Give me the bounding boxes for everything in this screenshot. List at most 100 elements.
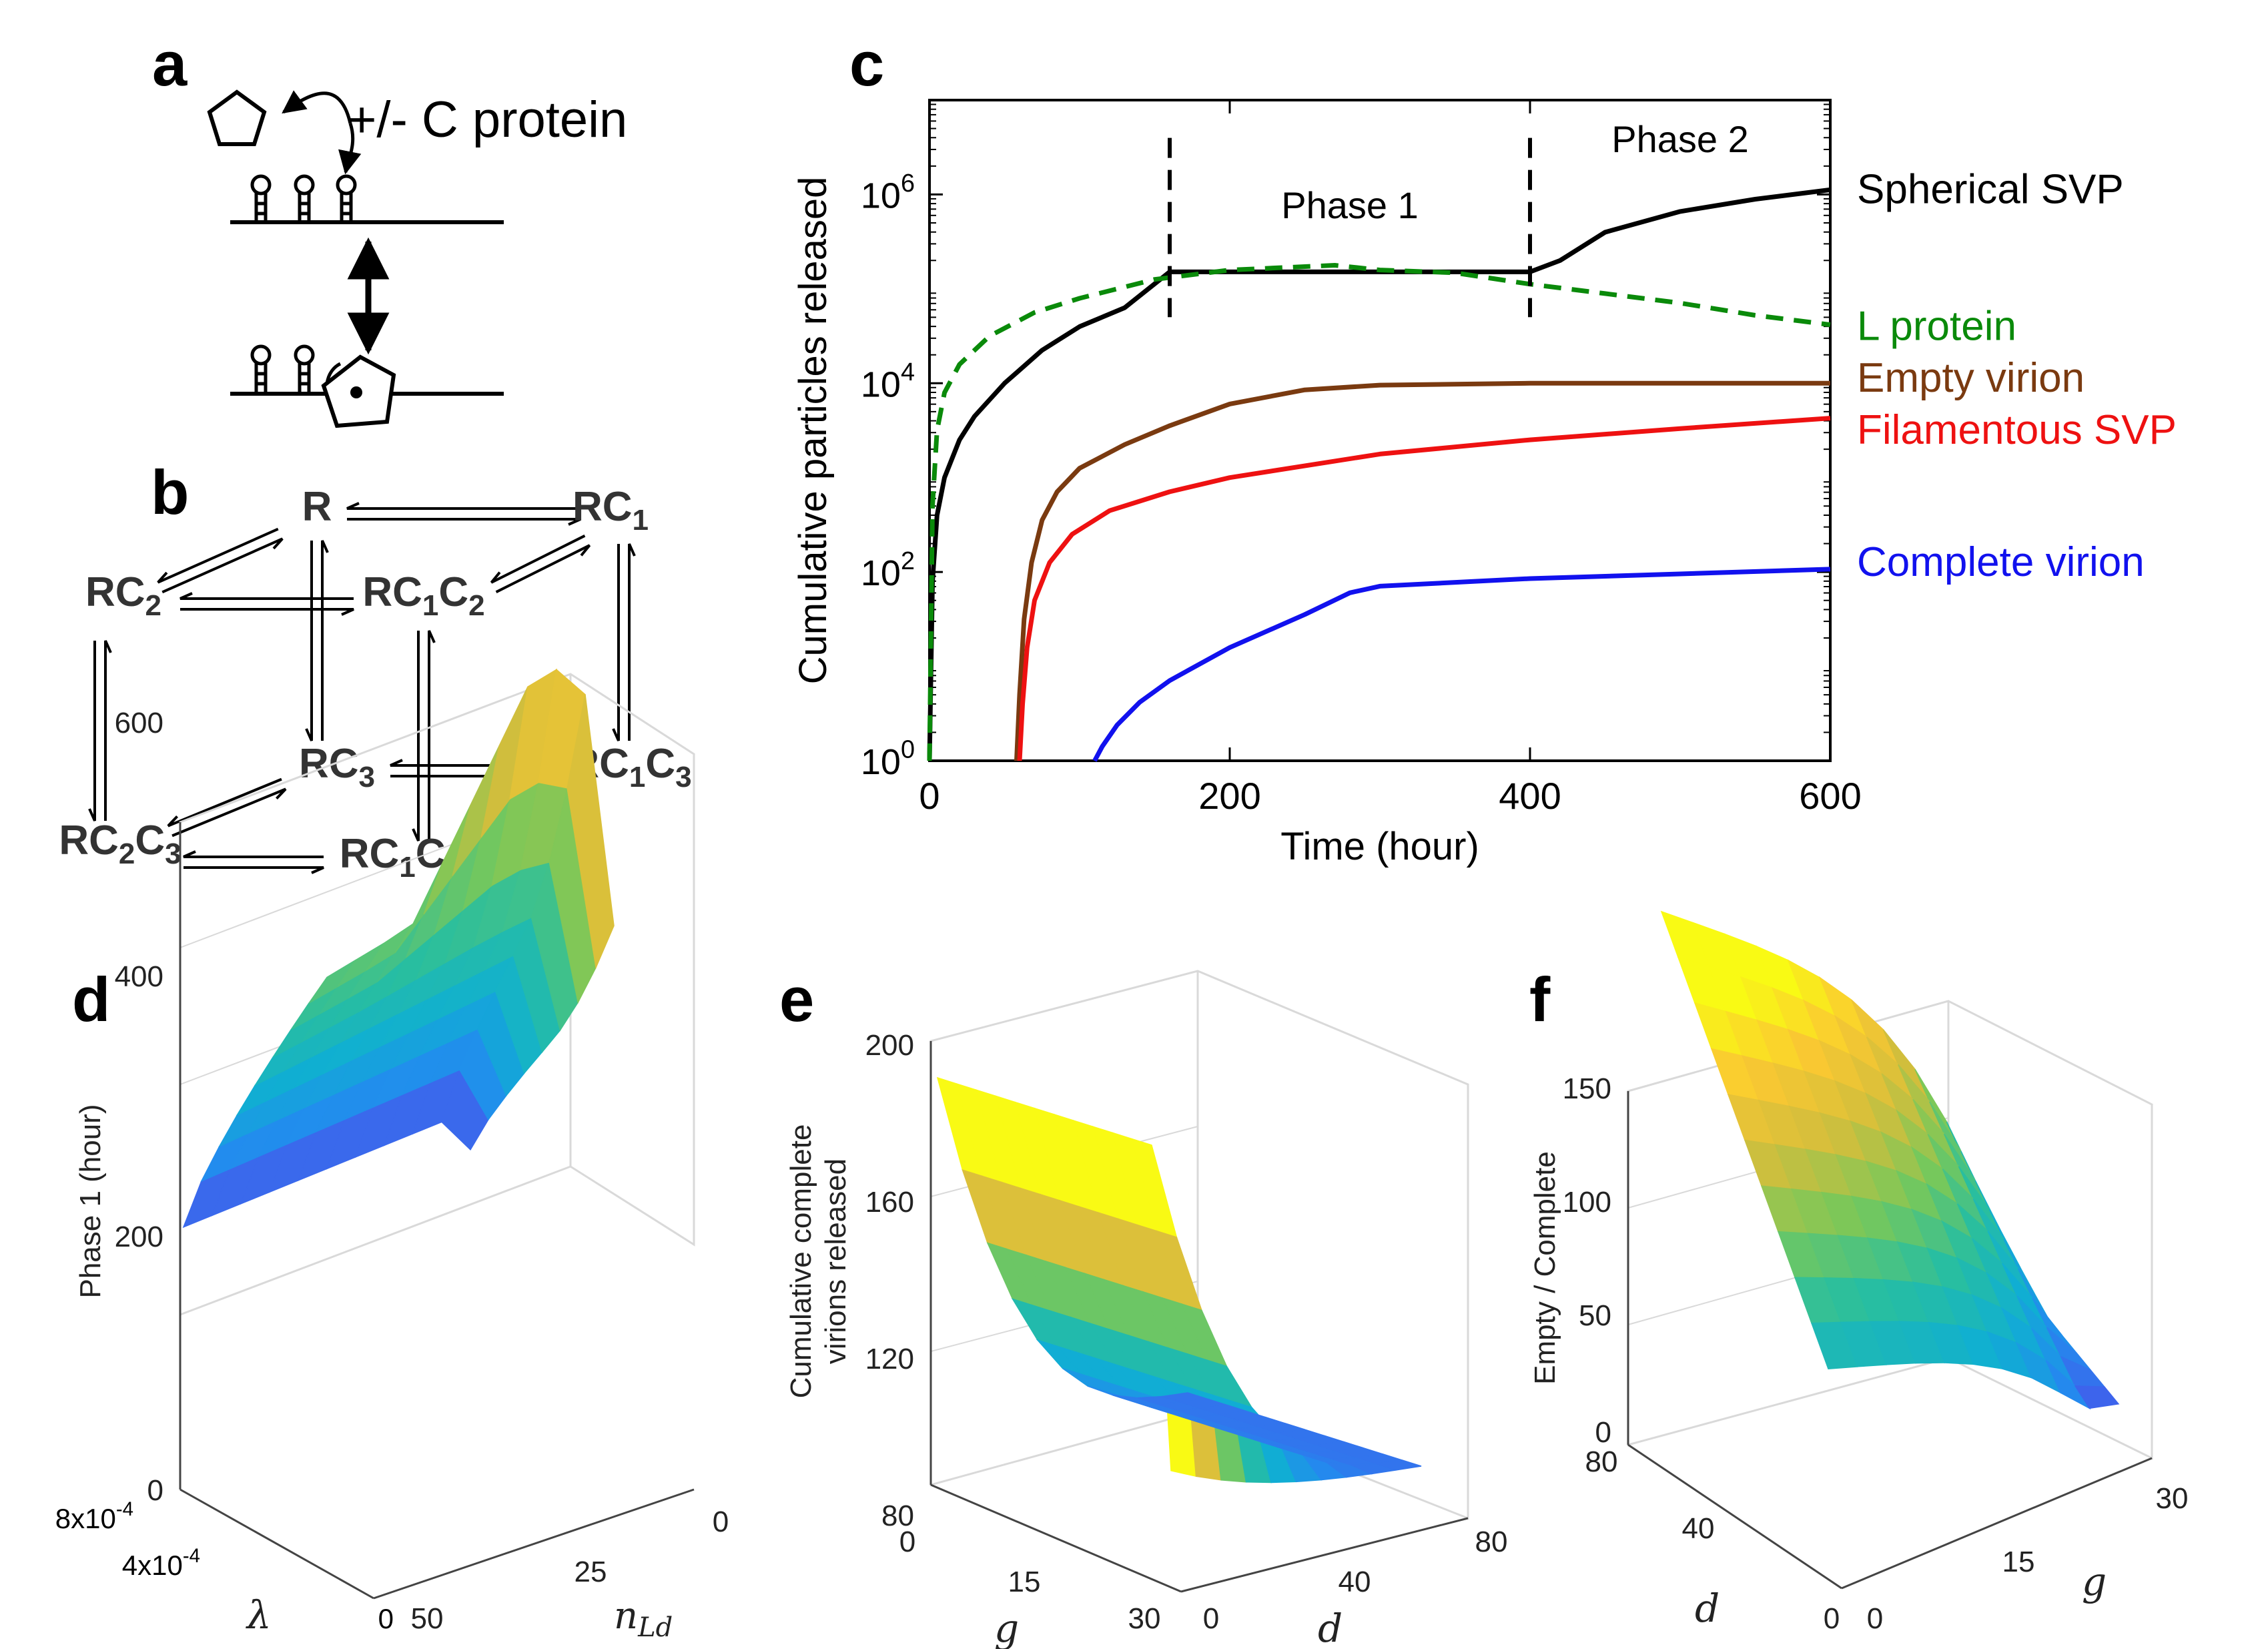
y-axis (1180, 1517, 1469, 1593)
node-sub: 2 (145, 589, 161, 622)
y-tick-label-base: 10 (861, 176, 901, 216)
series-label: Complete virion (1857, 539, 2145, 585)
forward-arrow-icon (161, 537, 284, 594)
z-axis-label: Phase 1 (hour) (74, 1104, 107, 1298)
phase-label: Phase 1 (1281, 184, 1419, 226)
series-line (927, 187, 1831, 761)
node-sub: 3 (165, 838, 181, 870)
series-line (1014, 380, 1830, 761)
y-tick-label: 15 (2002, 1546, 2035, 1578)
x-axis (930, 1483, 1182, 1593)
node-sub: 2 (468, 589, 484, 622)
series-line (1092, 567, 1831, 762)
x-axis (1627, 1443, 1842, 1590)
forward-arrow-icon (305, 541, 313, 741)
y-tick-label: 30 (2156, 1482, 2189, 1515)
forward-arrow-icon (347, 518, 581, 526)
surface-chart-f: 0 50 100 150 Empty / Complete 80 40 0 d 0 15 30 g (1529, 910, 2189, 1635)
hairpin-icon (250, 174, 357, 222)
x-tick-label: 400 (1499, 775, 1561, 817)
forward-arrow-icon (495, 544, 591, 593)
node-sub: 3 (675, 761, 691, 793)
y-tick-label: 80 (1475, 1526, 1508, 1558)
y-tick-label: 0 (1867, 1602, 1883, 1635)
series-label: Spherical SVP (1857, 166, 2124, 212)
z-tick-label: 0 (147, 1474, 163, 1507)
forward-arrow-icon (183, 866, 324, 874)
node-sub: 1 (633, 504, 649, 537)
panel-a: a +/- C protein (152, 29, 627, 428)
x-axis-label: d (1695, 1586, 1720, 1631)
z-label-line: Cumulative complete (785, 1124, 817, 1399)
series-line (1017, 416, 1831, 761)
y-tick-label-exp: 4 (901, 358, 915, 386)
reaction-node: RC1 (573, 484, 649, 537)
forward-arrow-icon (88, 641, 96, 821)
y-tick-label-base: 10 (861, 364, 901, 404)
reverse-arrow-icon (628, 543, 636, 741)
x-tick-label: 600 (1799, 775, 1861, 817)
node-c: C (645, 741, 675, 787)
y-tick-label: 40 (1339, 1566, 1371, 1598)
x-axis-label: g (994, 1606, 1019, 1649)
x-tick-label-base: 0 (378, 1603, 394, 1634)
panel-e-letter: e (779, 964, 814, 1034)
y-tick-label: 25 (575, 1556, 607, 1588)
x-tick-label-exp: -4 (183, 1545, 200, 1567)
node-base: RC (299, 741, 359, 787)
node-base: R (302, 484, 332, 530)
forward-arrow-icon (180, 608, 354, 616)
x-tick-label: 4x10-4 (122, 1545, 200, 1581)
panel-f-letter: f (1529, 964, 1551, 1034)
y-axis (1841, 1457, 2153, 1590)
panel-c-letter: c (849, 29, 884, 99)
y-tick-label: 0 (1203, 1602, 1219, 1635)
node-sub: 2 (119, 838, 135, 870)
z-axis-label: Empty / Complete (1529, 1151, 1561, 1385)
binding-arrow-icon (282, 90, 352, 124)
x-tick-label: 0 (919, 775, 939, 817)
reaction-node: RC2C3 (59, 817, 181, 870)
z-tick-label: 80 (881, 1500, 914, 1532)
z-tick-label: 400 (115, 960, 163, 993)
z-axis-label: Cumulative completevirions released (785, 1124, 852, 1399)
z-label-line: virions released (819, 1159, 852, 1364)
hairpin-bound-icon (250, 344, 342, 394)
y-tick-label-base: 10 (861, 742, 901, 782)
node-base: RC (362, 569, 422, 615)
surface-patch (566, 694, 615, 970)
series-label: L protein (1857, 303, 2016, 349)
binding-arrow-down-icon (338, 123, 362, 175)
plot-frame (928, 99, 1832, 762)
reaction-node: RC3 (299, 741, 375, 793)
z-tick-label: 100 (1563, 1186, 1611, 1219)
y-label-sub: Ld (637, 1612, 673, 1643)
reverse-arrow-icon (490, 535, 586, 584)
x-axis-label: Time (hour) (1280, 825, 1479, 868)
x-tick-label: 0 (378, 1603, 394, 1634)
node-sub: 1 (422, 589, 438, 622)
series-line (927, 263, 1831, 761)
y-tick-label-exp: 0 (901, 736, 915, 764)
reverse-arrow-icon (346, 502, 581, 510)
node-base: RC (340, 831, 400, 877)
reverse-arrow-icon (167, 777, 282, 828)
y-axis-label: g (2082, 1559, 2107, 1604)
reaction-node: RC2 (85, 569, 161, 622)
z-tick-label: 200 (115, 1221, 163, 1253)
y-tick-label-base: 10 (861, 553, 901, 593)
node-sub: 1 (629, 761, 645, 793)
y-tick-label: 106 (861, 170, 915, 216)
forward-arrow-icon (612, 544, 620, 741)
z-tick-label: 160 (865, 1186, 914, 1219)
x-tick-label: 8x10-4 (55, 1498, 133, 1534)
node-c: C (438, 569, 468, 615)
z-tick-label: 50 (1579, 1299, 1611, 1332)
reaction-node: RC1C2 (362, 569, 484, 622)
surface-chart-e: 80 120 160 200 Cumulative completevirions re… (785, 970, 1508, 1649)
